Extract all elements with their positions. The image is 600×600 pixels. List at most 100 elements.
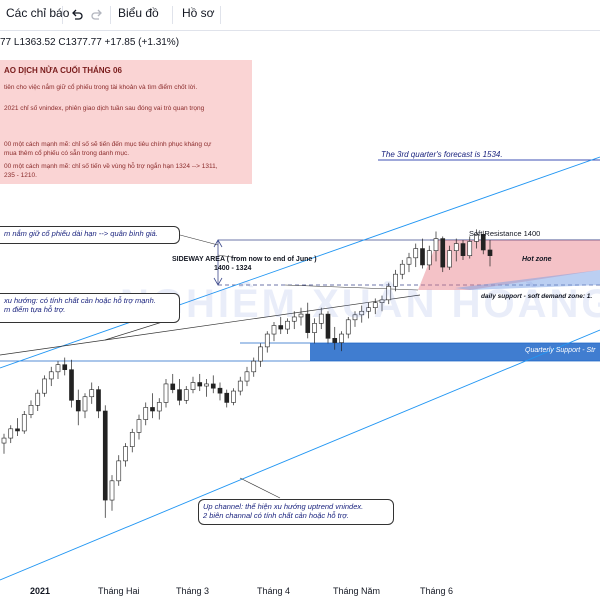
x-tick-label: Tháng Năm <box>333 586 381 596</box>
candle-body <box>251 360 257 373</box>
note-line: 235 - 1210. <box>4 172 37 179</box>
sideway-range: 1400 - 1324 <box>214 265 252 272</box>
candle-body <box>325 313 331 339</box>
trend-callout: xu hướng: có tính chất cản hoặc hỗ trợ m… <box>0 293 180 323</box>
candle-body <box>129 432 135 447</box>
note-line: mua thêm cổ phiếu có sẵn trong danh mục. <box>4 150 130 157</box>
note-line: 2021 chỉ số vnindex, phiên giao dịch tuầ… <box>4 105 205 112</box>
candle-body <box>467 241 473 256</box>
candle-body <box>366 307 371 312</box>
candle-body <box>109 480 115 501</box>
toolbar-divider <box>172 6 173 24</box>
up-channel-line: Up channel: thể hiện xu hướng uptrend vn… <box>203 502 364 511</box>
candle-body <box>426 250 432 266</box>
forecast-label: The 3rd quarter's forecast is 1534. <box>381 150 503 159</box>
profile-button[interactable]: Hồ sơ <box>182 6 215 20</box>
daily-support-label: daily support - soft demand zone: 1. <box>481 293 593 300</box>
candle-body <box>190 382 196 390</box>
candle-body <box>386 286 392 301</box>
candle-body <box>150 407 155 412</box>
sideway-title: SIDEWAY AREA ( from now to end of June ) <box>172 256 317 263</box>
note-line: tiên cho việc nắm giữ cổ phiếu trong tài… <box>4 84 198 91</box>
candle-body <box>163 383 169 403</box>
candles-group <box>1 229 493 518</box>
candle-body <box>291 316 297 322</box>
daily-support-area <box>455 270 600 290</box>
quarterly-support-label: Quarterly Support - Str <box>525 347 596 354</box>
x-tick-label: 2021 <box>30 586 51 596</box>
note-line: 00 một cách mạnh mẽ: chỉ số tiến về vùng… <box>4 163 218 170</box>
candle-body <box>170 383 176 390</box>
candle-body <box>75 400 81 412</box>
redo-icon[interactable] <box>90 8 104 22</box>
candle-body <box>224 392 230 403</box>
candle-body <box>89 389 95 398</box>
candle-body <box>1 437 7 444</box>
x-tick-label: Tháng Hai <box>98 586 140 596</box>
up-channel-line: 2 biên channal có tính chất cản hoặc hỗ … <box>203 511 349 520</box>
candle-body <box>345 319 351 335</box>
candle-body <box>271 325 277 335</box>
candle-body <box>379 299 385 304</box>
ohlc-readout: 77 L1363.52 C1377.77 +17.85 (+1.31%) <box>0 37 180 48</box>
candle-body <box>312 323 317 333</box>
watermark: NGHIÊM XUÂN HOÀNG <box>120 282 600 326</box>
candle-body <box>197 382 203 387</box>
candle-body <box>433 238 439 251</box>
candle-body <box>372 302 378 308</box>
candle-body <box>487 249 493 256</box>
candle-body <box>48 371 54 380</box>
candle-body <box>318 313 324 324</box>
x-tick-label: Tháng 3 <box>176 586 210 596</box>
candle-body <box>15 428 20 432</box>
candle-body <box>96 389 101 412</box>
upper-channel-line <box>0 156 600 369</box>
candle-body <box>217 387 223 394</box>
candle-body <box>35 392 41 406</box>
candle-body <box>136 419 142 433</box>
candle-body <box>305 313 311 333</box>
toolbar-divider <box>220 6 221 24</box>
undo-icon[interactable] <box>70 8 84 22</box>
chart-type-button[interactable]: Biểu đồ <box>118 6 159 20</box>
x-tick-label: Tháng 6 <box>420 586 454 596</box>
top-toolbar: Các chỉ báo Biểu đồ Hồ sơ <box>0 0 600 31</box>
candle-body <box>183 389 189 401</box>
candle-body <box>339 333 344 343</box>
candle-body <box>69 369 74 401</box>
candle-body <box>237 380 243 392</box>
candle-body <box>447 250 452 268</box>
toolbar-divider <box>110 6 111 24</box>
toolbar-divider <box>62 6 63 24</box>
note-line: 00 một cách mạnh mẽ: chỉ số sẽ tiến đến … <box>4 141 212 148</box>
candle-body <box>460 243 466 256</box>
candle-body <box>231 390 236 403</box>
candle-body <box>82 396 88 412</box>
candle-body <box>285 320 290 330</box>
candle-body <box>352 314 358 321</box>
candle-body <box>102 410 108 501</box>
indicators-button[interactable]: Các chỉ báo <box>6 6 70 20</box>
candle-body <box>55 364 61 373</box>
x-tick-label: Tháng 4 <box>257 586 291 596</box>
candle-body <box>420 248 425 266</box>
candle-body <box>399 263 405 275</box>
hold-callout: m nắm giữ cổ phiếu dài hạn --> quân bình… <box>0 226 180 244</box>
candle-body <box>42 378 47 394</box>
candle-body <box>474 234 479 242</box>
analysis-note-box <box>0 60 252 184</box>
candle-body <box>258 346 263 362</box>
candle-body <box>480 234 486 251</box>
trend-line <box>0 294 421 356</box>
candle-body <box>453 243 459 251</box>
lower-channel-line <box>0 329 600 581</box>
candle-body <box>123 446 128 462</box>
candle-body <box>332 338 338 343</box>
hot-zone-label: Hot zone <box>522 256 552 263</box>
candle-body <box>264 333 270 348</box>
note-title: AO DỊCH NỬA CUỐI THÁNG 06 <box>4 66 122 75</box>
quarterly-support-box <box>310 343 600 361</box>
candle-body <box>244 371 250 382</box>
candle-body <box>406 257 412 265</box>
